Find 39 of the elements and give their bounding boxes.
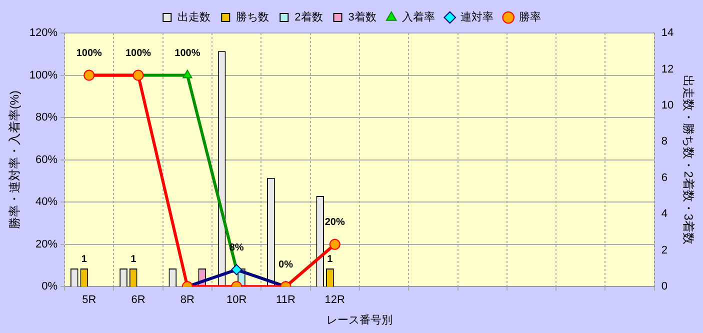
data-label: 1: [81, 254, 88, 266]
x-tick-label: 11R: [276, 294, 296, 306]
y-tick-label: 0%: [42, 280, 58, 293]
y-tick-label: 120%: [29, 27, 58, 40]
y2-tick-label: 6: [661, 172, 668, 184]
legend-label: 入着率: [402, 10, 435, 24]
data-label: 100%: [76, 48, 102, 60]
legend-label: 3着数: [348, 10, 376, 24]
legend-label: 出走数: [178, 10, 211, 24]
data-label: 100%: [125, 48, 152, 60]
y2-tick-label: 10: [661, 99, 674, 112]
x-tick-label: 5R: [82, 294, 96, 306]
data-label: 1: [327, 254, 334, 266]
data-label: 100%: [174, 48, 200, 60]
legend-label: 連対率: [460, 10, 494, 24]
y2-tick-label: 2: [661, 244, 668, 256]
legend-label: 勝ち数: [236, 12, 270, 24]
y-tick-label: 80%: [36, 112, 58, 124]
data-label: 1: [130, 254, 137, 266]
y2-tick-label: 8: [661, 136, 668, 148]
x-tick-label: 8R: [180, 294, 194, 306]
y2-tick-label: 0: [661, 280, 668, 293]
y2-tick-label: 14: [661, 27, 674, 40]
y-tick-label: 60%: [36, 154, 58, 166]
x-tick-label: 6R: [131, 294, 146, 306]
y-tick-label: 100%: [29, 69, 58, 82]
data-label: 20%: [324, 217, 345, 228]
y-tick-label: 20%: [36, 238, 58, 250]
x-axis-title: レース番号別: [326, 313, 392, 326]
data-label: 0%: [278, 259, 294, 270]
legend-label: 勝率: [518, 10, 541, 24]
y-axis-title: 勝率・連対率・入着率(%): [8, 90, 22, 230]
y2-axis-title: 出走数・勝ち数・2着数・3着数: [681, 75, 696, 244]
x-tick-label: 10R: [226, 294, 247, 306]
y-tick-label: 40%: [36, 196, 58, 208]
y2-tick-label: 12: [661, 63, 674, 76]
legend-label: 2着数: [294, 10, 323, 24]
x-tick-label: 12R: [324, 294, 346, 306]
y2-tick-label: 4: [661, 208, 668, 220]
